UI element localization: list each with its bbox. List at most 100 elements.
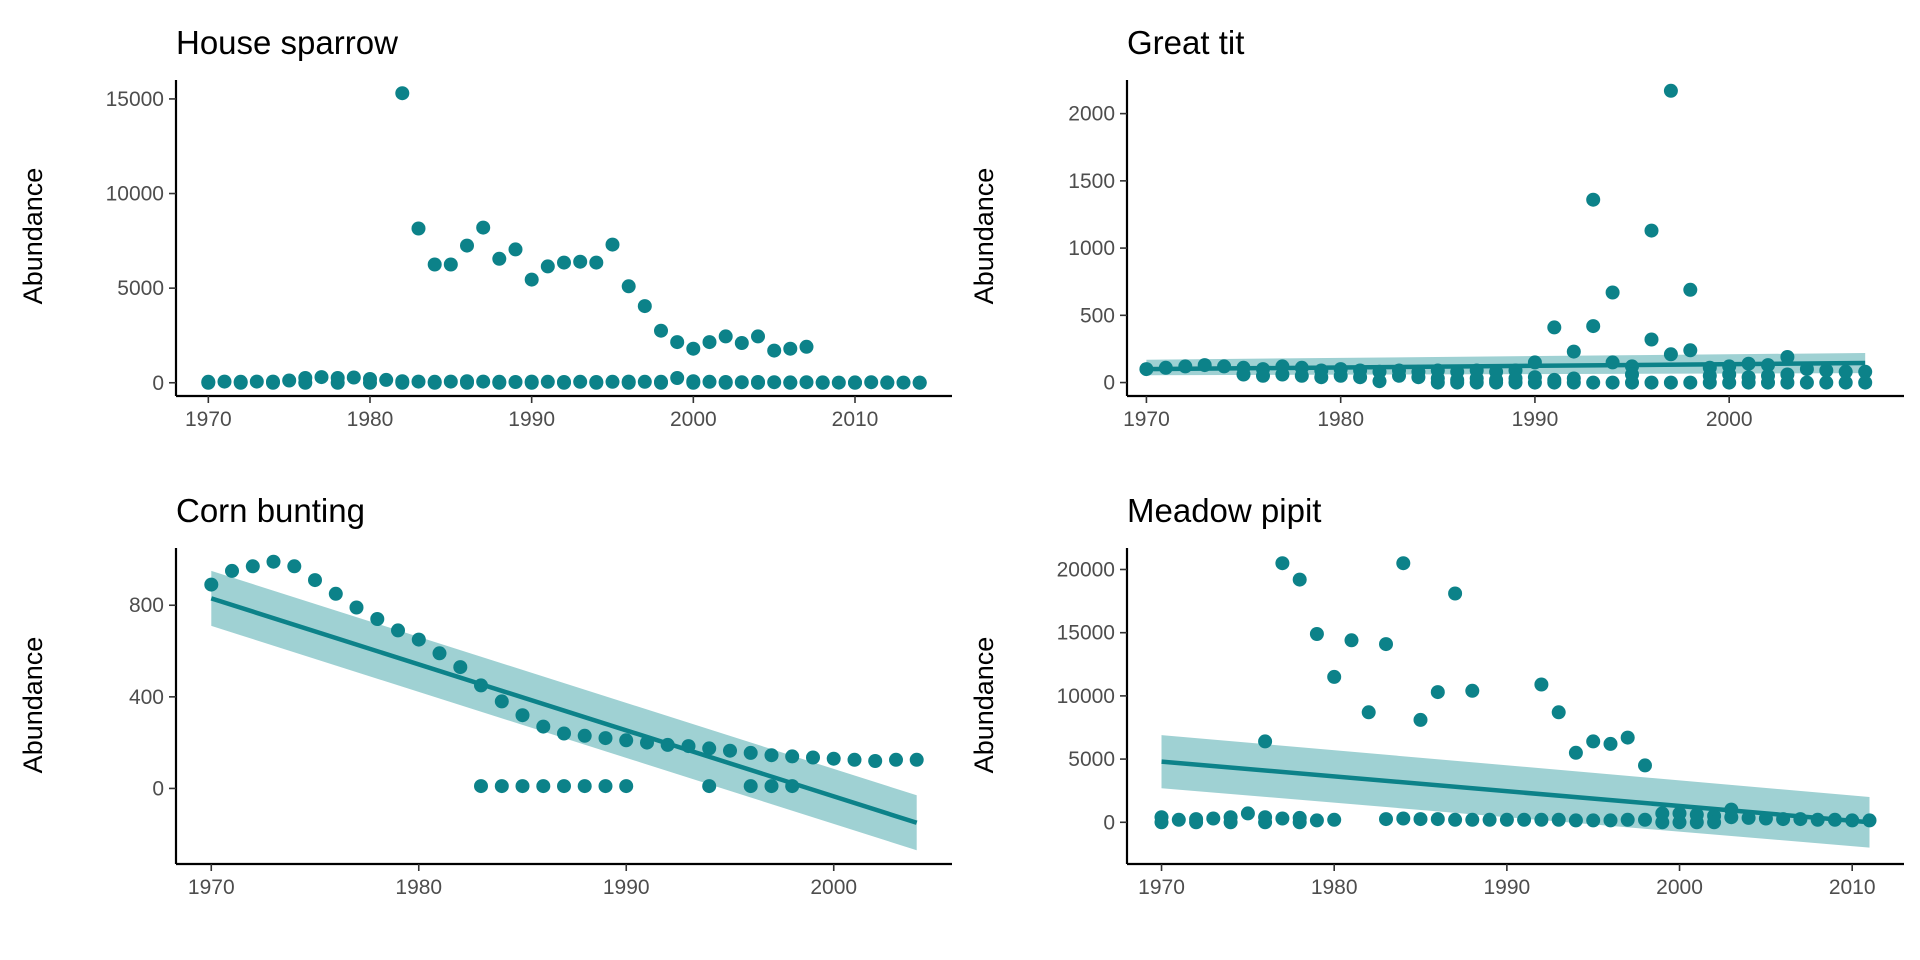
x-tick-label: 1970 [1123, 408, 1170, 431]
data-point [411, 374, 426, 389]
data-point [1838, 375, 1853, 390]
data-point [783, 375, 798, 390]
data-point [1275, 367, 1290, 382]
data-point [1620, 812, 1635, 827]
data-point [249, 374, 264, 389]
data-point [1799, 375, 1814, 390]
data-point [1605, 375, 1620, 390]
data-point [1655, 815, 1670, 830]
trend-line [1161, 759, 1870, 825]
data-point [686, 375, 701, 390]
data-point [1722, 375, 1737, 390]
data-point [395, 86, 410, 101]
data-point [718, 329, 733, 344]
data-point [370, 612, 385, 626]
data-point [1644, 332, 1659, 347]
data-point [1314, 370, 1329, 385]
data-point [557, 779, 571, 794]
y-tick-label: 5000 [1068, 748, 1115, 771]
y-tick-label: 2000 [1068, 103, 1115, 126]
data-point [589, 375, 604, 390]
data-point [1683, 343, 1698, 358]
data-point [1702, 375, 1717, 390]
data-point [1638, 758, 1652, 773]
data-point [557, 255, 571, 270]
data-point [330, 375, 345, 390]
data-point [619, 733, 634, 748]
data-point [1327, 669, 1342, 684]
data-point [1256, 368, 1270, 383]
data-point [1482, 812, 1497, 827]
data-point [1413, 712, 1428, 727]
data-point [1683, 375, 1698, 390]
data-point [287, 559, 302, 574]
data-point [1379, 812, 1393, 827]
x-tick-label: 1980 [347, 408, 394, 431]
data-point [743, 779, 758, 794]
data-point [1819, 363, 1834, 378]
data-point [1240, 806, 1255, 821]
data-point [670, 371, 685, 385]
x-tick-label: 1990 [603, 876, 650, 899]
y-tick-label: 0 [1103, 372, 1115, 395]
data-point [734, 375, 749, 390]
data-point [1551, 705, 1566, 720]
data-point [1605, 285, 1620, 300]
data-point [1139, 362, 1154, 377]
data-point [1411, 370, 1426, 385]
x-tick-label: 2000 [1706, 408, 1753, 431]
data-point [298, 375, 313, 390]
chart-panel: House sparrow Abundance 1970 1980 1990 2000 20… [18, 24, 952, 431]
data-point [1586, 734, 1601, 749]
data-point [1171, 812, 1186, 827]
data-point [799, 375, 814, 390]
data-point [395, 375, 410, 390]
x-tick-label: 2000 [670, 408, 717, 431]
data-point [637, 299, 652, 314]
y-tick-label: 1500 [1068, 170, 1115, 193]
data-point [379, 372, 394, 387]
data-point [637, 374, 652, 389]
data-point [391, 623, 405, 638]
y-tick-label: 0 [152, 777, 164, 800]
y-tick-label: 0 [152, 372, 164, 395]
data-point [1625, 375, 1639, 390]
panel-title: Meadow pipit [1127, 492, 1321, 529]
data-point [1551, 812, 1566, 827]
data-point [1258, 815, 1273, 830]
data-point [1154, 815, 1169, 830]
data-point [1333, 368, 1348, 383]
data-point [346, 370, 361, 385]
data-point [1586, 375, 1601, 390]
data-point [1603, 813, 1618, 828]
data-point [1361, 705, 1376, 720]
data-point [1275, 811, 1290, 826]
data-point [515, 708, 530, 723]
data-point [1430, 375, 1445, 390]
data-point [806, 750, 820, 765]
data-point [1396, 556, 1411, 571]
data-point [266, 375, 280, 390]
data-point [734, 336, 749, 350]
data-point [1858, 364, 1873, 379]
data-point [621, 279, 636, 294]
data-point [1396, 811, 1411, 826]
data-point [589, 255, 604, 270]
data-point [1761, 375, 1775, 390]
data-point [577, 779, 592, 794]
data-point [1206, 811, 1221, 826]
data-point [308, 573, 322, 588]
data-point [702, 741, 717, 756]
x-tick-label: 2010 [1829, 876, 1876, 899]
data-point [536, 719, 551, 734]
data-point [598, 731, 613, 746]
data-point [411, 632, 426, 647]
data-point [1499, 812, 1514, 827]
data-point [1292, 572, 1307, 587]
data-point [723, 743, 737, 758]
data-point [751, 329, 765, 344]
data-point [508, 242, 523, 257]
data-point [201, 375, 216, 390]
x-tick-label: 1980 [395, 876, 442, 899]
data-point [225, 563, 239, 578]
